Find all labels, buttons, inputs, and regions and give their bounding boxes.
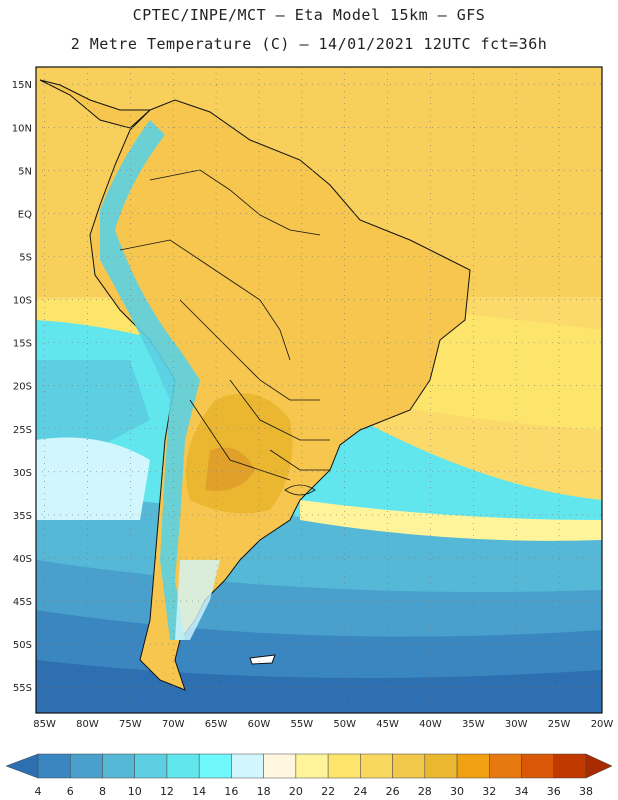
longitude-label: 60W	[248, 719, 271, 730]
colorbar-arrow-high	[585, 753, 613, 779]
colorbar-cell	[102, 753, 135, 779]
latitude-label: 40S	[13, 554, 32, 565]
colorbar-cell	[489, 753, 522, 779]
colorbar-label: 10	[128, 785, 142, 798]
colorbar-label: 32	[482, 785, 496, 798]
latitude-label: 25S	[13, 425, 32, 436]
latitude-labels: 15N 10N 5N EQ 5S 10S 15S 20S 25S 30S 35S 40S 45S 50S 5…	[12, 80, 32, 694]
colorbar-cell	[231, 753, 264, 779]
longitude-label: 65W	[205, 719, 228, 730]
colorbar-label: 38	[579, 785, 593, 798]
longitude-label: 45W	[376, 719, 399, 730]
colorbar-label: 34	[515, 785, 529, 798]
colorbar-label: 20	[289, 785, 303, 798]
latitude-label: 15S	[13, 339, 32, 350]
latitude-label: 10N	[12, 123, 32, 134]
longitude-label: 85W	[33, 719, 56, 730]
latitude-label: 5N	[18, 166, 32, 177]
latitude-label: 10S	[13, 296, 32, 307]
colorbar-cell	[521, 753, 555, 779]
latitude-label: 30S	[13, 468, 32, 479]
colorbar-cell	[553, 753, 587, 779]
map-frame	[35, 66, 603, 714]
colorbar-cell	[37, 753, 71, 779]
colorbar-cell	[424, 753, 458, 779]
colorbar-label: 4	[35, 785, 42, 798]
colorbar-label: 26	[386, 785, 400, 798]
colorbar-cell	[69, 753, 103, 779]
colorbar-label: 8	[99, 785, 106, 798]
colorbar-cell	[456, 753, 490, 779]
latitude-label: 50S	[13, 640, 32, 651]
colorbar-label: 6	[67, 785, 74, 798]
latitude-label: 35S	[13, 511, 32, 522]
longitude-labels: 85W 80W 75W 70W 65W 60W 55W 50W 45W 40W 35W 30W 25W 2…	[33, 719, 613, 730]
colorbar-label: 12	[160, 785, 174, 798]
colorbar-cell	[295, 753, 329, 779]
longitude-label: 50W	[333, 719, 356, 730]
latitude-label: 5S	[19, 252, 32, 263]
colorbar: 4 6 8 10 12 14 16 18 20 22 24 26 28 30 32 34 36 38	[5, 753, 613, 798]
colorbar-arrow-low	[5, 753, 39, 779]
colorbar-label: 24	[353, 785, 367, 798]
latitude-label: EQ	[18, 209, 32, 220]
colorbar-label: 30	[450, 785, 464, 798]
longitude-label: 80W	[76, 719, 99, 730]
colorbar-cell	[134, 753, 168, 779]
colorbar-cell	[327, 753, 361, 779]
longitude-label: 20W	[591, 719, 614, 730]
longitude-label: 35W	[462, 719, 485, 730]
colorbar-cell	[360, 753, 393, 779]
map-title-line1: CPTEC/INPE/MCT – Eta Model 15km – GFS	[132, 6, 486, 24]
longitude-label: 40W	[419, 719, 442, 730]
longitude-label: 75W	[119, 719, 142, 730]
map-field	[36, 67, 602, 713]
latitude-label: 20S	[13, 382, 32, 393]
latitude-label: 45S	[13, 597, 32, 608]
colorbar-label: 16	[224, 785, 238, 798]
latitude-label: 55S	[13, 683, 32, 694]
map-title-line2: 2 Metre Temperature (C) – 14/01/2021 12U…	[70, 35, 548, 53]
colorbar-label: 36	[547, 785, 561, 798]
colorbar-cell	[392, 753, 426, 779]
longitude-label: 25W	[548, 719, 571, 730]
colorbar-cell	[166, 753, 200, 779]
colorbar-label: 28	[418, 785, 432, 798]
longitude-label: 30W	[505, 719, 528, 730]
colorbar-label: 14	[192, 785, 206, 798]
colorbar-label: 22	[321, 785, 335, 798]
latitude-label: 15N	[12, 80, 32, 91]
colorbar-cell	[263, 753, 297, 779]
colorbar-cell	[198, 753, 232, 779]
colorbar-label: 18	[257, 785, 271, 798]
longitude-label: 70W	[162, 719, 185, 730]
graticule	[36, 67, 603, 713]
longitude-label: 55W	[291, 719, 314, 730]
